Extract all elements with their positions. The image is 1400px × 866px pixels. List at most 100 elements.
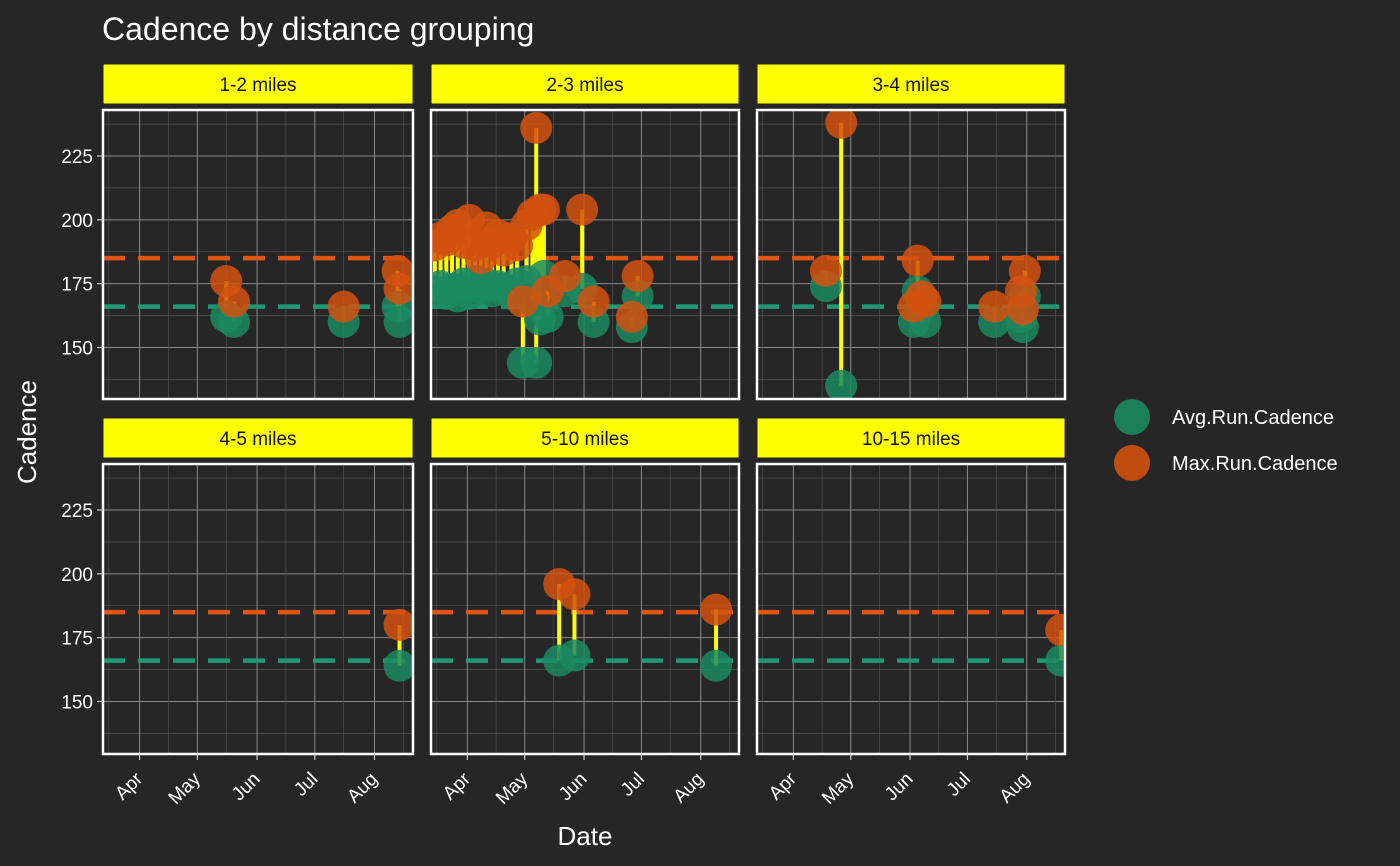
- facet-strip: [102, 63, 414, 105]
- facet-strip-label: 2-3 miles: [546, 75, 623, 96]
- max-cadence-point: [577, 285, 610, 318]
- facet-strip-label: 4-5 miles: [219, 429, 296, 450]
- max-cadence-point: [909, 285, 942, 318]
- plot-area: [103, 608, 413, 682]
- legend: Avg.Run.Cadence Max.Run.Cadence: [1114, 399, 1338, 481]
- avg-cadence-point: [700, 649, 733, 682]
- gridlines: [103, 110, 413, 399]
- max-cadence-point: [809, 254, 842, 287]
- x-tick-label: Aug: [670, 769, 709, 808]
- avg-cadence-point: [1045, 644, 1065, 677]
- y-tick-label: 225: [61, 501, 93, 522]
- max-cadence-point: [566, 193, 599, 226]
- facet-panel: 2-3 miles: [429, 63, 741, 401]
- y-tick-label: 200: [61, 565, 93, 586]
- max-cadence-point: [527, 193, 560, 226]
- y-tick-label: 200: [61, 211, 93, 232]
- legend-key: [1114, 399, 1150, 435]
- y-tick-label: 150: [61, 693, 93, 714]
- facet-panel: 3-4 miles: [755, 63, 1067, 401]
- facet-panels: 1-2 miles 150 175 200 225 2-3 miles 3-4 miles 4…: [61, 63, 1067, 809]
- x-tick-label: May: [818, 768, 859, 809]
- max-cadence-point: [1045, 614, 1065, 647]
- x-tick-label: Jun: [881, 769, 918, 806]
- facet-panel: 4-5 miles 150 175 200 225 Apr May Jun Jul Aug: [61, 417, 415, 809]
- legend-item: Avg.Run.Cadence: [1114, 399, 1334, 435]
- facet-panel: 10-15 miles Apr May Jun Jul Aug: [755, 417, 1067, 809]
- legend-key: [1114, 445, 1150, 481]
- max-cadence-point: [621, 260, 654, 293]
- avg-cadence-point: [531, 300, 564, 333]
- x-tick-label: May: [165, 768, 206, 809]
- plot-area: [431, 111, 739, 379]
- gridlines: [103, 464, 413, 754]
- facet-strip-label: 5-10 miles: [541, 429, 629, 450]
- facet-strip: [102, 417, 414, 459]
- plot-area: [431, 568, 739, 682]
- x-tick-label: Jul: [290, 769, 322, 801]
- avg-cadence-point: [383, 649, 413, 682]
- gridlines: [431, 464, 739, 754]
- panel-border: [755, 462, 1067, 756]
- legend-label: Max.Run.Cadence: [1172, 453, 1338, 475]
- max-cadence-point: [520, 111, 553, 144]
- y-tick-label: 225: [61, 147, 93, 168]
- x-tick-label: Aug: [996, 769, 1035, 808]
- panel-border: [429, 462, 741, 756]
- plot-area: [757, 609, 1065, 677]
- max-cadence-point: [825, 110, 858, 139]
- x-tick-label: Aug: [343, 769, 382, 808]
- x-tick-label: Jul: [617, 769, 649, 801]
- facet-strip-label: 3-4 miles: [872, 75, 949, 96]
- x-tick-label: Jun: [555, 769, 592, 806]
- x-tick-label: Jul: [943, 769, 975, 801]
- gridlines: [757, 464, 1065, 754]
- facet-strip: [430, 63, 740, 105]
- chart-title: Cadence by distance grouping: [102, 11, 534, 47]
- y-tick-label: 175: [61, 275, 93, 296]
- plot-area: [757, 110, 1065, 399]
- x-tick-label: Apr: [765, 768, 801, 804]
- max-cadence-point: [901, 244, 934, 277]
- max-cadence-point: [383, 272, 413, 305]
- x-axis-label: Date: [558, 821, 613, 851]
- avg-cadence-point: [383, 305, 413, 338]
- x-tick-label: May: [492, 768, 533, 809]
- panel-border: [429, 108, 741, 401]
- max-cadence-point: [558, 578, 591, 611]
- avg-cadence-point: [520, 346, 553, 379]
- max-cadence-point: [1008, 254, 1041, 287]
- x-tick-label: Apr: [111, 768, 147, 804]
- panel-border: [101, 108, 415, 401]
- y-axis-label: Cadence: [12, 380, 42, 484]
- panel-border: [101, 462, 415, 756]
- plot-area: [103, 254, 413, 338]
- facet-strip-label: 1-2 miles: [219, 75, 296, 96]
- max-cadence-point: [700, 593, 733, 626]
- legend-item: Max.Run.Cadence: [1114, 445, 1338, 481]
- max-cadence-point: [383, 608, 413, 641]
- avg-cadence-point: [558, 639, 591, 672]
- facet-strip: [430, 417, 740, 459]
- facet-panel: 1-2 miles 150 175 200 225: [61, 63, 415, 401]
- max-cadence-point: [217, 285, 250, 318]
- facet-strip: [756, 63, 1066, 105]
- max-cadence-point: [615, 300, 648, 333]
- facet-strip: [756, 417, 1066, 459]
- max-cadence-point: [506, 285, 539, 318]
- x-tick-label: Jun: [228, 769, 265, 806]
- max-cadence-point: [548, 260, 581, 293]
- facet-panel: 5-10 miles Apr May Jun Jul Aug: [429, 417, 741, 809]
- panel-border: [755, 108, 1067, 401]
- legend-label: Avg.Run.Cadence: [1172, 407, 1334, 429]
- max-cadence-point: [327, 290, 360, 323]
- y-tick-label: 150: [61, 339, 93, 360]
- x-tick-label: Apr: [439, 768, 475, 804]
- y-tick-label: 175: [61, 629, 93, 650]
- max-cadence-point: [1006, 293, 1039, 326]
- max-cadence-point: [978, 290, 1011, 323]
- facet-strip-label: 10-15 miles: [862, 429, 960, 450]
- avg-cadence-point: [825, 369, 858, 399]
